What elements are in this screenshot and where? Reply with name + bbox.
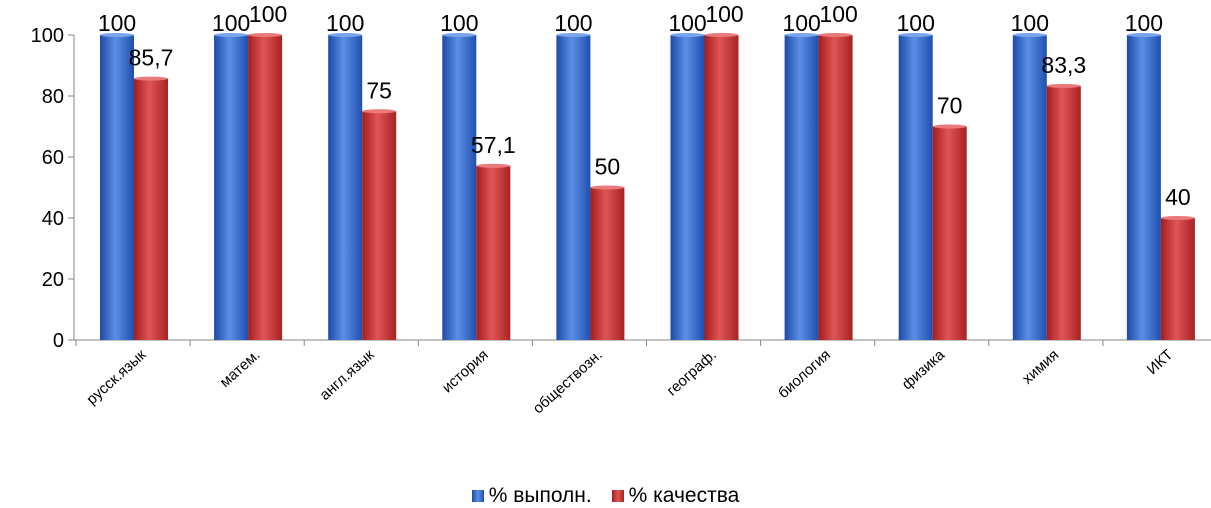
legend-label: % выполн. (488, 484, 592, 507)
x-category-label: физика (899, 346, 949, 393)
bar-cap (442, 33, 477, 37)
data-label: 70 (937, 93, 963, 119)
bar-vypoln (556, 35, 591, 340)
y-tick-label: 80 (42, 86, 64, 108)
bar-kachestva (932, 126, 967, 340)
bar-kachestva (590, 187, 625, 340)
data-label: 100 (668, 10, 706, 36)
data-label: 100 (705, 1, 743, 27)
bar-cap (214, 33, 249, 37)
x-category-label: биология (775, 346, 834, 402)
data-label: 40 (1165, 184, 1191, 210)
bar-vypoln (1012, 35, 1047, 340)
bar-kachestva (476, 165, 511, 340)
y-tick-label: 20 (42, 269, 64, 291)
bar-vypoln (1126, 35, 1161, 340)
bar-kachestva (248, 35, 283, 340)
data-label: 100 (897, 10, 935, 36)
x-category-label: обществозн. (530, 346, 606, 417)
x-category-label: географ. (664, 346, 720, 399)
x-category-label: ИКТ (1144, 346, 1177, 378)
x-category-label: англ.язык (316, 346, 378, 404)
y-tick-label: 40 (42, 208, 64, 230)
bar-kachestva (1046, 85, 1081, 340)
bar-cap (134, 76, 168, 81)
bar-cap (248, 33, 283, 37)
data-label: 100 (326, 10, 364, 36)
data-label: 100 (554, 10, 592, 36)
bar-kachestva (704, 35, 739, 340)
bar-cap (818, 33, 853, 37)
bar-cap (1160, 216, 1195, 220)
bar-cap (1126, 33, 1161, 37)
bar-cap (590, 185, 625, 190)
bar-cap (556, 33, 591, 37)
legend-label: % качества (628, 484, 740, 507)
data-label: 100 (98, 10, 136, 36)
bar-vypoln (784, 35, 819, 340)
bar-kachestva (362, 111, 397, 340)
legend-swatch-blue (471, 490, 484, 502)
x-category-label: химия (1019, 346, 1062, 387)
data-labels: 100 100 100 100 100 100 100 100 100 10085,7100755… (98, 1, 1191, 210)
bar-cap (784, 33, 819, 37)
data-label: 83,3 (1041, 52, 1086, 78)
data-label: 100 (1125, 10, 1163, 36)
legend-item-series-1: % выполн. (471, 484, 592, 508)
y-tick-label: 60 (42, 147, 64, 169)
data-label: 100 (782, 10, 820, 36)
bar-vypoln (670, 35, 705, 340)
bar-cap (362, 109, 397, 114)
x-category-label: история (439, 346, 492, 396)
legend-item-series-2: % качества (611, 484, 740, 508)
bar-cap (704, 33, 739, 37)
bar-vypoln (214, 35, 249, 340)
x-category-label: русск.язык (83, 346, 149, 408)
bar-cap (328, 33, 363, 37)
bar-cap (476, 163, 511, 168)
legend: % выполн. % качества (0, 484, 1211, 508)
bar-cap (932, 124, 967, 129)
data-label: 100 (819, 1, 857, 27)
data-label: 85,7 (129, 45, 174, 71)
bar-cap (898, 33, 933, 37)
bar-cap (100, 33, 134, 37)
data-label: 100 (212, 10, 250, 36)
y-tick-label: 100 (31, 25, 64, 47)
bars (100, 33, 1195, 341)
bar-vypoln (898, 35, 933, 340)
legend-swatch-red (611, 490, 624, 502)
data-label: 50 (595, 154, 621, 180)
bar-kachestva (134, 78, 168, 341)
bar-vypoln (100, 35, 134, 340)
bar-kachestva (1160, 218, 1195, 340)
data-label: 57,1 (471, 132, 516, 158)
bar-vypoln (442, 35, 477, 340)
bar-cap (1012, 33, 1047, 37)
data-label: 100 (1011, 10, 1049, 36)
bar-vypoln (328, 35, 363, 340)
x-category-label: матем. (217, 346, 264, 391)
bar-cap (1046, 83, 1081, 88)
y-tick-label: 0 (53, 330, 64, 352)
data-label: 75 (366, 77, 392, 103)
bar-chart: 0 20 40 60 80 100 русск.язык матем. англ.язык ист… (31, 1, 1211, 417)
bar-cap (670, 33, 705, 37)
bar-kachestva (818, 35, 853, 340)
data-label: 100 (249, 1, 287, 27)
data-label: 100 (440, 10, 478, 36)
